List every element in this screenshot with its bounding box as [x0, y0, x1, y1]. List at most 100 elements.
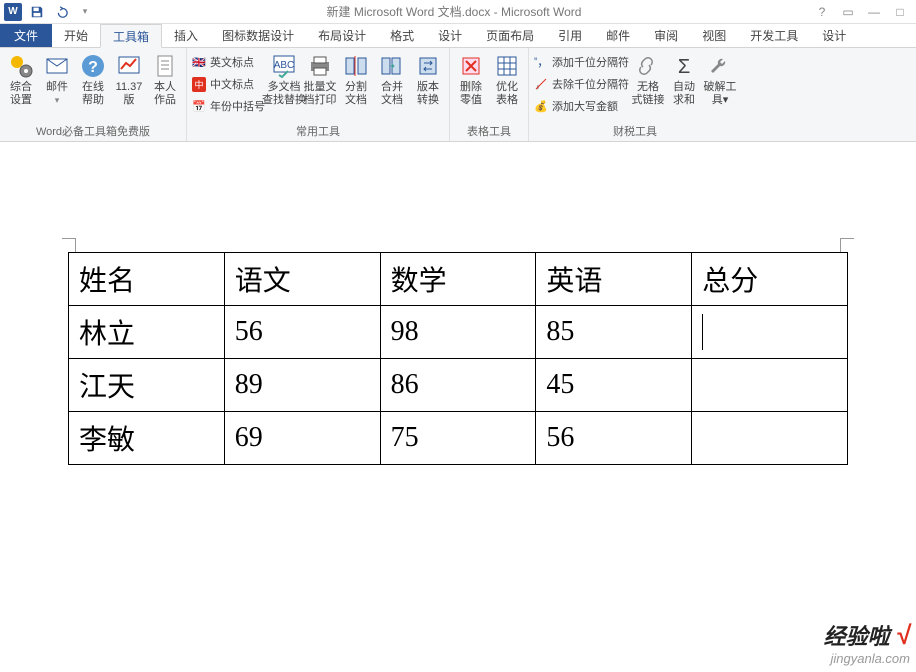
help-icon[interactable]: ? [814, 5, 830, 19]
multi-doc-search-button[interactable]: ABC 多文档 查找替换 [267, 50, 301, 106]
chinese-punct-button[interactable]: 中中文标点 [191, 74, 265, 94]
add-thousands-button[interactable]: "，添加千位分隔符 [533, 52, 629, 72]
tab-insert[interactable]: 插入 [162, 24, 210, 47]
table-cell[interactable]: 86 [380, 359, 536, 412]
remove-thousands-button[interactable]: ，去除千位分隔符 [533, 74, 629, 94]
split-doc-button[interactable]: 分割 文档 [339, 50, 373, 106]
crack-tools-button[interactable]: 破解工 具▾ [703, 50, 737, 106]
tab-mailings[interactable]: 邮件 [594, 24, 642, 47]
batch-print-button[interactable]: 批量文 档打印 [303, 50, 337, 106]
calendar-icon: 📅 [191, 98, 207, 114]
tab-home[interactable]: 开始 [52, 24, 100, 47]
merge-doc-button[interactable]: 合并 文档 [375, 50, 409, 106]
table-row: 林立 56 98 85 [69, 306, 848, 359]
watermark-url: jingyanla.com [824, 651, 910, 666]
help-icon: ? [79, 52, 107, 80]
tab-chart-design[interactable]: 图标数据设计 [210, 24, 306, 47]
word-app-icon: W [4, 3, 22, 21]
tab-references[interactable]: 引用 [546, 24, 594, 47]
table-cell[interactable]: 75 [380, 412, 536, 465]
maximize-icon[interactable]: □ [892, 5, 908, 19]
table-cell[interactable]: 85 [536, 306, 692, 359]
table-cell[interactable]: 林立 [69, 306, 225, 359]
table-cell[interactable] [692, 359, 848, 412]
ribbon-group-table: 删除 零值 优化 表格 表格工具 [450, 48, 529, 141]
mail-button[interactable]: 邮件 ▾ [40, 50, 74, 106]
money-icon: 💰 [533, 98, 549, 114]
tab-design[interactable]: 设计 [426, 24, 474, 47]
table-cell[interactable]: 89 [224, 359, 380, 412]
table-row: 姓名 语文 数学 英语 总分 [69, 253, 848, 306]
table-header[interactable]: 英语 [536, 253, 692, 306]
table-icon [493, 52, 521, 80]
version-button[interactable]: 11.37 版 [112, 50, 146, 106]
settings-button[interactable]: 综合 设置 [4, 50, 38, 106]
minimize-icon[interactable]: — [866, 5, 882, 19]
window-title: 新建 Microsoft Word 文档.docx - Microsoft Wo… [94, 3, 814, 20]
table-row: 李敏 69 75 56 [69, 412, 848, 465]
svg-text:Σ: Σ [678, 56, 690, 78]
tab-format[interactable]: 格式 [378, 24, 426, 47]
delete-zero-button[interactable]: 删除 零值 [454, 50, 488, 106]
page: 姓名 语文 数学 英语 总分 林立 56 98 85 江天 89 86 45 [68, 252, 848, 465]
data-table[interactable]: 姓名 语文 数学 英语 总分 林立 56 98 85 江天 89 86 45 [68, 252, 848, 465]
comma-add-icon: "， [533, 54, 549, 70]
table-cell[interactable] [692, 306, 848, 359]
tab-review[interactable]: 审阅 [642, 24, 690, 47]
convert-icon [414, 52, 442, 80]
text-cursor [702, 314, 703, 350]
cn-icon: 中 [191, 76, 207, 92]
table-cell[interactable]: 李敏 [69, 412, 225, 465]
version-convert-button[interactable]: 版本 转换 [411, 50, 445, 106]
qat-dropdown-icon[interactable]: ▾ [76, 3, 94, 21]
table-cell[interactable]: 69 [224, 412, 380, 465]
table-cell[interactable]: 江天 [69, 359, 225, 412]
group-label: Word必备工具箱免费版 [4, 122, 182, 141]
unformatted-link-button[interactable]: 无格 式链接 [631, 50, 665, 106]
ribbon-tab-strip: 文件 开始 工具箱 插入 图标数据设计 布局设计 格式 设计 页面布局 引用 邮… [0, 24, 916, 48]
chart-icon [115, 52, 143, 80]
tab-page-layout[interactable]: 页面布局 [474, 24, 546, 47]
svg-text:ABC: ABC [274, 60, 295, 71]
author-works-button[interactable]: 本人 作品 [148, 50, 182, 106]
table-cell[interactable]: 56 [224, 306, 380, 359]
table-header[interactable]: 总分 [692, 253, 848, 306]
save-icon[interactable] [28, 3, 46, 21]
split-icon [342, 52, 370, 80]
undo-icon[interactable] [52, 3, 70, 21]
flag-icon: 🇬🇧 [191, 54, 207, 70]
table-cell[interactable]: 45 [536, 359, 692, 412]
punctuation-tools: 🇬🇧英文标点 中中文标点 📅年份中括号 [191, 50, 265, 116]
tab-layout-design[interactable]: 布局设计 [306, 24, 378, 47]
watermark-title: 经验啦 √ [824, 619, 910, 651]
comma-remove-icon: ， [533, 76, 549, 92]
online-help-button[interactable]: ? 在线 帮助 [76, 50, 110, 106]
optimize-table-button[interactable]: 优化 表格 [490, 50, 524, 106]
ribbon-group-common: 🇬🇧英文标点 中中文标点 📅年份中括号 ABC 多文档 查找替换 批量文 档打印… [187, 48, 450, 141]
document-area: 姓名 语文 数学 英语 总分 林立 56 98 85 江天 89 86 45 [0, 142, 916, 465]
tab-design2[interactable]: 设计 [810, 24, 858, 47]
table-header[interactable]: 语文 [224, 253, 380, 306]
table-cell[interactable]: 98 [380, 306, 536, 359]
group-label: 常用工具 [191, 122, 445, 141]
tab-view[interactable]: 视图 [690, 24, 738, 47]
svg-text:?: ? [88, 59, 98, 76]
table-cell[interactable] [692, 412, 848, 465]
printer-icon [306, 52, 334, 80]
table-cell[interactable]: 56 [536, 412, 692, 465]
window-controls: ? ▭ — □ × [814, 5, 916, 19]
add-capital-amount-button[interactable]: 💰添加大写金额 [533, 96, 629, 116]
tab-toolbox[interactable]: 工具箱 [100, 24, 162, 48]
document-icon [151, 52, 179, 80]
ribbon-options-icon[interactable]: ▭ [840, 5, 856, 19]
table-header[interactable]: 数学 [380, 253, 536, 306]
year-bracket-button[interactable]: 📅年份中括号 [191, 96, 265, 116]
file-tab[interactable]: 文件 [0, 24, 52, 47]
table-header[interactable]: 姓名 [69, 253, 225, 306]
merge-icon [378, 52, 406, 80]
auto-sum-button[interactable]: Σ 自动 求和 [667, 50, 701, 106]
ribbon-group-finance: "，添加千位分隔符 ，去除千位分隔符 💰添加大写金额 无格 式链接 Σ 自动 求… [529, 48, 741, 141]
english-punct-button[interactable]: 🇬🇧英文标点 [191, 52, 265, 72]
delete-icon [457, 52, 485, 80]
tab-developer[interactable]: 开发工具 [738, 24, 810, 47]
